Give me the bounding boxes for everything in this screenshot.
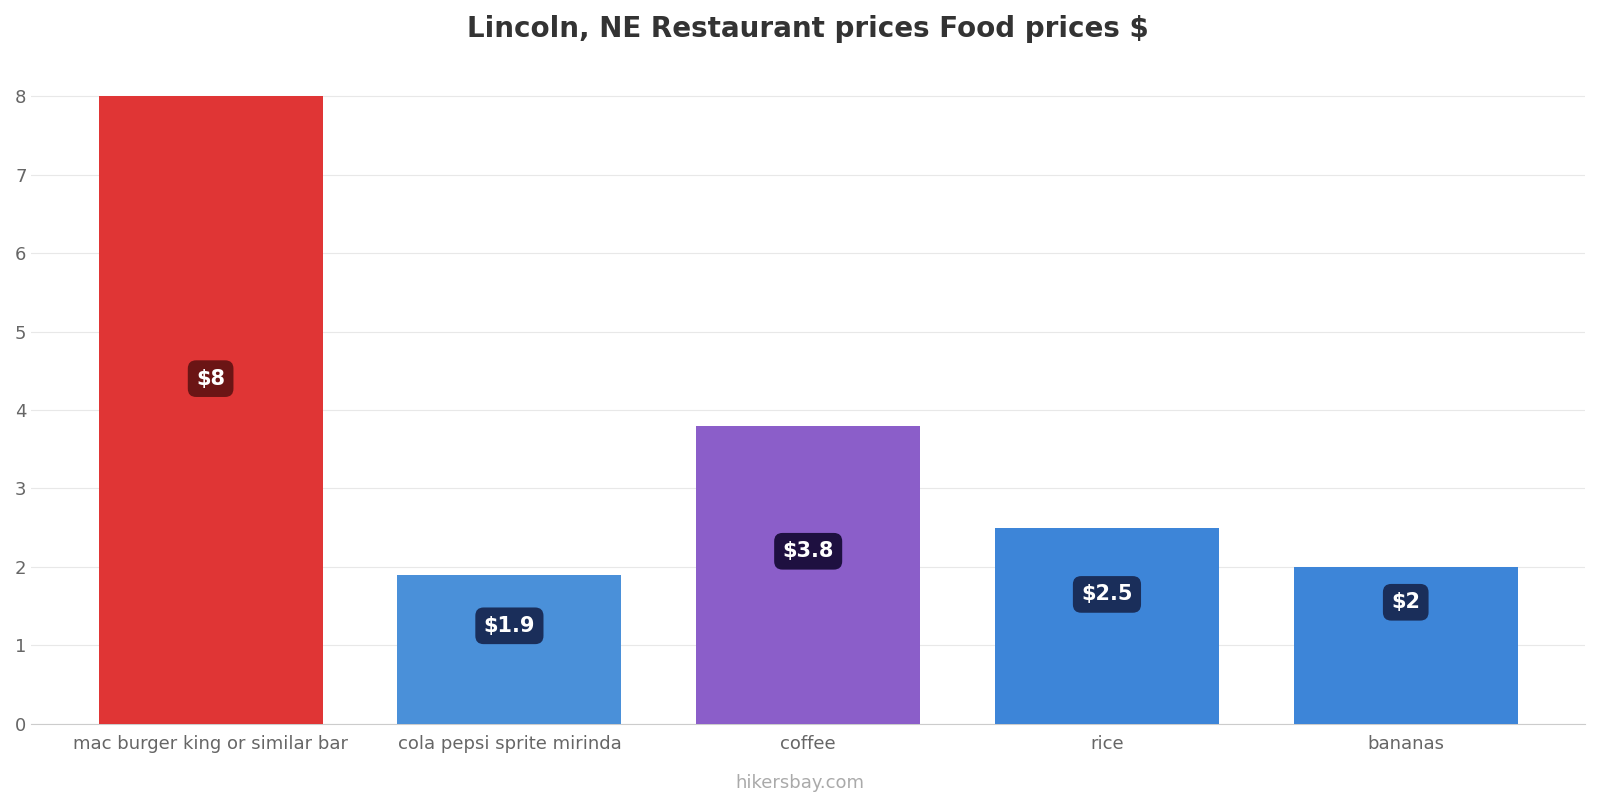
Title: Lincoln, NE Restaurant prices Food prices $: Lincoln, NE Restaurant prices Food price… bbox=[467, 15, 1149, 43]
Bar bbox=[397, 575, 621, 724]
Text: hikersbay.com: hikersbay.com bbox=[736, 774, 864, 792]
Bar bbox=[1294, 567, 1518, 724]
Bar bbox=[99, 96, 323, 724]
Bar bbox=[995, 528, 1219, 724]
Text: $2: $2 bbox=[1392, 592, 1421, 612]
Text: $2.5: $2.5 bbox=[1082, 585, 1133, 605]
Text: $3.8: $3.8 bbox=[782, 542, 834, 562]
Text: $1.9: $1.9 bbox=[483, 616, 534, 636]
Text: $8: $8 bbox=[197, 369, 226, 389]
Bar bbox=[696, 426, 920, 724]
